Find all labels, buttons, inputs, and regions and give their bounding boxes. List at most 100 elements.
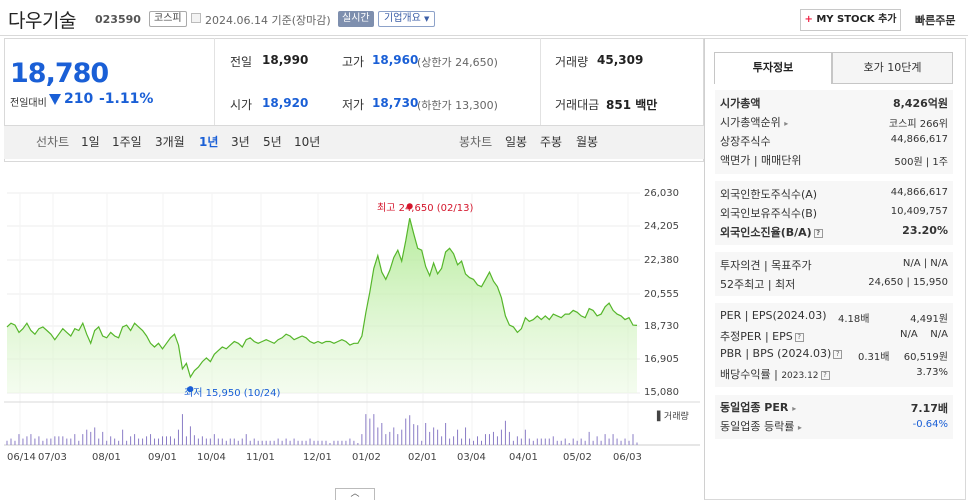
tab-1w[interactable]: 1주일 [112,135,142,149]
trade-value-label: 거래대금 [555,98,600,112]
opinion-label: 투자의견 | 목표주가 [720,259,812,272]
volume-value: 45,309 [597,53,644,67]
plus-icon: + [804,14,813,25]
x-tick: 04/01 [509,452,538,463]
est-per-value: N/A [900,329,918,340]
company-overview-label: 기업개요 [384,13,421,24]
volume-legend-label: 거래량 [663,412,689,422]
x-tick: 05/02 [563,452,592,463]
pbr-value: 0.31배 [858,352,890,363]
trade-value: 851 백만 [606,98,658,112]
opinion-value: N/A | N/A [902,258,948,269]
est-per-label: 추정PER | EPS? [720,328,804,344]
x-tick: 08/01 [92,452,121,463]
price-line [6,218,638,379]
change-value: 210 [64,91,94,107]
high-label: 고가 [342,55,365,69]
y-tick: 18,730 [644,321,679,332]
market-badge: 코스피 [149,11,187,27]
quote-panel [4,38,704,162]
high-annotation: 최고 24,650 (02/13) [377,203,474,214]
y-tick: 15,080 [644,387,679,398]
chevron-down-icon: ▼ [424,15,430,23]
info-section-market-cap [715,90,953,174]
dividend-date: 2023.12 [781,371,819,381]
y-tick: 20,555 [644,289,679,300]
week52-value: 24,650 | 15,950 [868,277,948,288]
foreign-ratio-label: 외국인소진율(B/A)? [720,224,823,240]
help-icon[interactable]: ? [820,370,830,380]
market-cap-value: 8,426억원 [892,97,948,110]
upper-limit: (상한가 24,650) [417,56,498,69]
tab-10y[interactable]: 10년 [294,135,321,149]
help-icon[interactable]: ? [813,228,823,238]
pbr-text: PBR | BPS (2024.03) [720,347,832,360]
eps-value: 4,491원 [910,314,948,325]
price-chart[interactable] [0,0,704,500]
dividend-text: 배당수익률 [720,368,771,381]
low-marker [187,386,194,393]
tab-1y[interactable]: 1년 [199,135,219,149]
foreign-holding-value: 10,409,757 [890,206,948,217]
foreign-ratio-value: 23.20% [902,224,948,237]
info-section-valuation [715,303,953,387]
tab-orderbook[interactable]: 호가 10단계 [832,52,953,84]
sector-per-label[interactable]: 동일업종 PER ▸ [720,399,796,415]
sector-change-value: -0.64% [912,419,948,430]
tab-3m[interactable]: 3개월 [155,135,185,149]
calendar-icon [191,13,201,23]
y-tick: 22,380 [644,255,679,266]
company-overview-button[interactable]: 기업개요 ▼ [378,11,436,27]
open-label: 시가 [230,98,253,112]
help-icon[interactable]: ? [794,332,804,342]
tab-invest-info[interactable]: 투자정보 [714,52,832,84]
prev-close-value: 18,990 [262,53,309,67]
par-value-value: 500원 | 1주 [894,157,948,168]
sector-change-label[interactable]: 동일업종 등락률 ▸ [720,418,802,434]
foreign-holding-label: 외국인보유주식수(B) [720,207,818,220]
prev-close-label: 전일 [230,55,253,69]
down-arrow-icon [49,94,61,105]
tab-3y[interactable]: 3년 [231,135,250,149]
x-tick: 06/03 [613,452,642,463]
week52-label: 52주최고 | 최저 [720,278,796,291]
tab-5y[interactable]: 5년 [263,135,282,149]
stock-name: 다우기술 [8,10,76,32]
tab-weekly[interactable]: 주봉 [540,135,563,149]
realtime-badge[interactable]: 실시간 [338,11,374,27]
high-value: 18,960 [372,53,419,67]
tab-monthly[interactable]: 월봉 [576,135,599,149]
market-cap-rank-value: 코스피 266위 [888,119,948,130]
per-value: 4.18배 [838,314,870,325]
sector-per-value: 7.17배 [910,402,948,415]
market-cap-rank-label[interactable]: 시가총액순위 ▸ [720,114,788,130]
market-cap-label: 시가총액 [720,97,761,110]
lower-limit: (하한가 13,300) [417,99,498,112]
quote-date: 2024.06.14 기준(장마감) [205,14,331,27]
quick-order-button[interactable]: 빠른주문 [915,14,956,27]
stock-code: 023590 [95,13,141,26]
x-tick: 06/14 [7,452,36,463]
foreign-ratio-text: 외국인소진율(B/A) [720,226,812,239]
chevron-up-icon: ︿ [350,489,360,499]
current-price: 18,780 [10,58,109,89]
x-tick: 01/02 [352,452,381,463]
est-eps-value: N/A [930,329,948,340]
header-bar [0,0,968,36]
per-label: PER | EPS(2024.03) [720,309,827,322]
tab-daily[interactable]: 일봉 [505,135,528,149]
market-cap-rank-text: 시가총액순위 [720,116,781,129]
tab-1d[interactable]: 1일 [81,135,100,149]
high-marker [406,203,413,210]
sector-per-text: 동일업종 PER [720,401,789,414]
dividend-value: 3.73% [916,367,948,378]
low-value: 18,730 [372,96,419,110]
est-per-text: 추정PER | EPS [720,330,793,343]
listed-shares-value: 44,866,617 [890,134,948,145]
sector-change-text: 동일업종 등락률 [720,420,795,433]
collapse-button[interactable]: ︿ [335,488,375,500]
open-value: 18,920 [262,96,309,110]
bps-value: 60,519원 [903,352,948,363]
help-icon[interactable]: ? [833,349,843,359]
mystock-add-button[interactable]: + MY STOCK 추가 [800,9,901,31]
